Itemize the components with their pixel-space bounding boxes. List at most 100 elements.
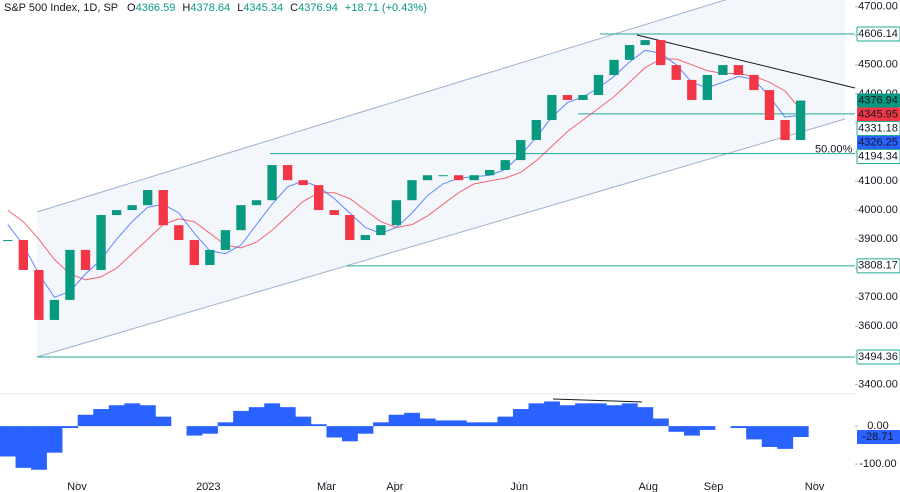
candle — [485, 169, 495, 176]
y-tick-label: 3700.00 — [858, 291, 898, 303]
candle — [640, 40, 650, 46]
oscillator-bar — [310, 424, 327, 427]
candle — [360, 235, 370, 241]
candle — [314, 185, 324, 211]
channel-upper — [36, 0, 727, 213]
oscillator-bar — [450, 420, 467, 427]
oscillator-bar — [124, 403, 141, 427]
oscillator-bar — [637, 407, 654, 427]
oscillator-bar — [575, 403, 592, 427]
y-tick-label: 0.00 — [867, 420, 888, 432]
y-tick-label: 4000.00 — [858, 204, 898, 216]
oscillator-bar — [155, 416, 172, 427]
price-label: 4331.18 — [858, 122, 898, 134]
channel-fill — [37, 0, 845, 357]
oscillator-bar — [606, 405, 623, 427]
symbol: S&P 500 Index, 1D, SP — [4, 2, 118, 14]
price-label-bg — [857, 135, 900, 150]
low-label: L — [237, 2, 243, 14]
candle — [49, 299, 60, 320]
candle — [329, 210, 339, 216]
candle — [500, 160, 510, 170]
price-label: 4194.34 — [858, 150, 898, 162]
oscillator-bar — [419, 418, 436, 427]
price-label: 4326.25 — [858, 136, 898, 148]
oscillator-bar — [668, 426, 685, 432]
oscillator-bar — [108, 405, 125, 427]
moving-average — [7, 49, 801, 298]
oscillator-bar — [186, 426, 203, 436]
candle — [18, 240, 28, 270]
candle — [96, 215, 106, 270]
candle — [80, 249, 91, 270]
oscillator-bar — [404, 412, 421, 427]
price-label: 3808.17 — [858, 260, 898, 272]
candle — [220, 230, 231, 250]
candle — [593, 74, 604, 96]
oscillator-bar — [217, 422, 234, 427]
candle — [702, 74, 712, 100]
oscillator-bar — [513, 409, 529, 427]
candle — [236, 205, 246, 231]
oscillator-bar — [684, 426, 700, 436]
y-tick-label: 3900.00 — [858, 233, 898, 245]
price-label-bg — [856, 349, 900, 365]
x-tick-label: Mar — [317, 481, 336, 492]
oscillator-bar — [139, 405, 156, 427]
header-bg — [0, 0, 370, 16]
candle — [3, 240, 13, 242]
candle — [795, 100, 806, 141]
candle — [407, 180, 417, 201]
candle — [438, 175, 448, 177]
close-label: C — [290, 2, 298, 14]
open-label: O — [127, 2, 136, 14]
price-label-bg — [856, 149, 900, 165]
price-label-bg — [857, 107, 900, 122]
candle — [453, 175, 464, 181]
high: 4378.64 — [190, 2, 230, 14]
channel-lower — [36, 118, 846, 358]
candle — [687, 79, 697, 100]
candle — [671, 65, 681, 80]
candle — [764, 90, 775, 121]
price-label: 3494.36 — [858, 351, 898, 363]
price-label-bg — [856, 258, 900, 274]
change: +18.71 (+0.43%) — [345, 2, 427, 14]
oscillator-bar — [93, 409, 110, 427]
candle — [469, 175, 479, 181]
oscillator-bar — [233, 410, 250, 427]
oscillator-bar — [62, 426, 79, 429]
y-tick-label: 4500.00 — [858, 59, 898, 71]
oscillator-bar — [77, 414, 94, 427]
oscillator-bar — [590, 403, 607, 427]
candle — [189, 240, 199, 266]
candle — [780, 120, 790, 141]
header: S&P 500 Index, 1D, SP O4366.59 H4378.64 … — [4, 2, 427, 14]
candle — [656, 40, 666, 66]
oscillator-bar — [792, 426, 809, 438]
candle — [205, 249, 215, 266]
oscillator-bar — [279, 407, 296, 427]
candle — [127, 205, 137, 211]
y-tick-label: 4700.00 — [858, 1, 898, 13]
oscillator-bar — [357, 426, 374, 434]
candle — [391, 200, 402, 226]
y-tick-label: 3400.00 — [858, 378, 898, 390]
candle — [345, 215, 355, 241]
oscillator-bar — [730, 426, 747, 429]
oscillator-bar — [652, 418, 669, 427]
oscillator-bar — [481, 422, 498, 427]
x-tick-label: Apr — [386, 481, 403, 492]
close: 4376.94 — [298, 2, 338, 14]
candle — [251, 200, 262, 206]
oscillator-bar — [435, 420, 452, 427]
x-tick-label: Jun — [510, 481, 528, 492]
oscillator-bar — [621, 403, 638, 427]
x-tick-label: Nov — [805, 481, 825, 492]
candle — [718, 65, 728, 75]
candle — [578, 95, 588, 100]
oscillator-bar — [248, 407, 265, 427]
price-label-bg — [857, 430, 900, 445]
oscillator-bar — [202, 426, 218, 434]
